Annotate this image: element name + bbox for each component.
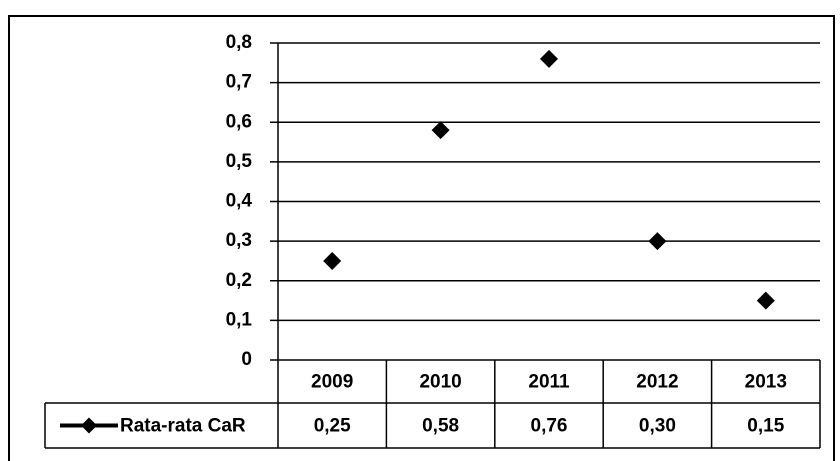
y-tick-label: 0 (241, 349, 252, 370)
y-tick-label: 0,8 (226, 32, 252, 53)
x-tick-label: 2010 (419, 372, 461, 393)
point-marker (540, 49, 558, 68)
y-tick-label: 0,7 (226, 72, 252, 93)
point-marker (323, 251, 342, 270)
point-marker (648, 232, 667, 251)
data-label: 0,76 (531, 416, 568, 437)
x-tick-label: 2009 (311, 372, 353, 393)
y-tick-label: 0,1 (226, 309, 253, 330)
legend-marker (81, 417, 97, 434)
point-marker (431, 121, 450, 140)
data-label: 0,25 (314, 416, 351, 437)
y-tick-label: 0,6 (226, 111, 252, 132)
point-marker (756, 291, 775, 310)
x-tick-label: 2013 (745, 372, 787, 393)
data-label: 0,15 (747, 416, 784, 437)
data-label: 0,58 (422, 416, 459, 437)
legend-label: Rata-rata CaR (120, 416, 246, 437)
x-tick-label: 2011 (528, 372, 570, 393)
chart-border (8, 15, 835, 461)
y-tick-label: 0,3 (226, 230, 252, 251)
y-tick-label: 0,4 (226, 191, 253, 212)
y-tick-label: 0,2 (226, 270, 252, 291)
y-tick-label: 0,5 (226, 151, 253, 172)
data-label: 0,30 (639, 416, 676, 437)
x-tick-label: 2012 (636, 372, 678, 393)
